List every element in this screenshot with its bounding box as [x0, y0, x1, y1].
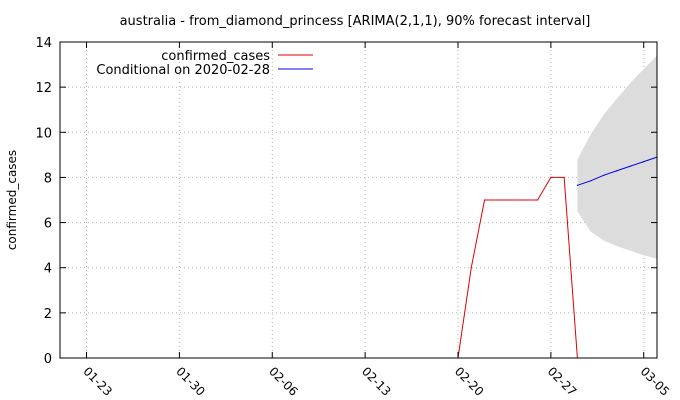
data-point	[510, 199, 512, 201]
y-tick-label: 6	[44, 217, 52, 232]
data-point	[523, 199, 525, 201]
chart-title: australia - from_diamond_princess [ARIMA…	[120, 14, 591, 29]
grid	[60, 42, 657, 358]
data-point	[629, 165, 632, 167]
y-tick-label: 2	[44, 307, 52, 322]
x-tick-label: 02-06	[266, 364, 301, 399]
y-tick-label: 10	[35, 126, 52, 141]
data-point	[590, 180, 592, 182]
y-tick-label: 0	[44, 352, 52, 367]
x-tick-label: 01-23	[80, 364, 115, 399]
x-tick-label: 02-13	[359, 364, 394, 399]
data-point	[483, 199, 486, 201]
forecast-interval	[577, 55, 657, 259]
legend-label-1: Conditional on 2020-02-28	[96, 63, 270, 78]
plot-frame	[59, 41, 658, 359]
data-point	[470, 267, 472, 269]
data-point	[576, 184, 579, 186]
y-tick-label: 8	[44, 171, 52, 186]
y-axis-label: confirmed_cases	[5, 150, 19, 250]
y-tick-label: 14	[35, 36, 52, 51]
y-tick-label: 12	[35, 81, 52, 96]
x-tick-label: 02-20	[452, 364, 487, 399]
x-tick-label: 03-05	[638, 364, 673, 399]
series-layer	[59, 156, 658, 359]
data-point	[550, 176, 552, 179]
data-point	[497, 199, 499, 201]
x-tick-label: 01-30	[173, 364, 208, 399]
data-point	[616, 170, 618, 172]
data-point	[563, 176, 565, 179]
data-point	[537, 199, 539, 201]
series-line-0	[60, 176, 578, 359]
x-tick-label: 02-27	[545, 364, 580, 399]
data-point	[603, 174, 605, 176]
y-tick-label: 4	[44, 262, 52, 277]
forecast-interval-band	[577, 55, 657, 259]
data-point	[643, 161, 645, 163]
legend-label-0: confirmed_cases	[161, 49, 270, 64]
